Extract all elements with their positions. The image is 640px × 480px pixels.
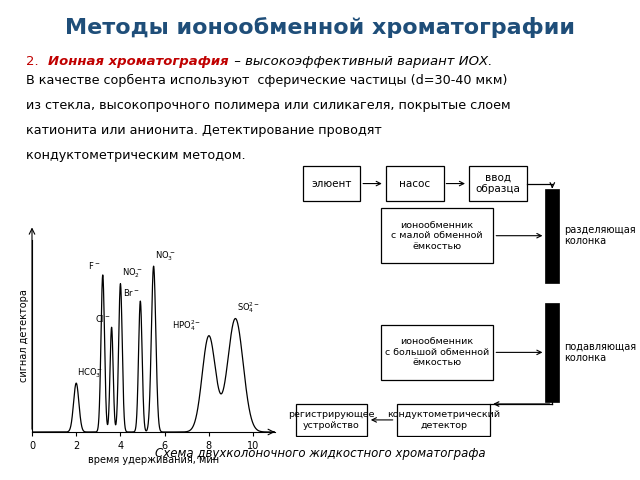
Bar [545, 189, 559, 283]
Text: подавляющая
колонка: подавляющая колонка [564, 342, 637, 363]
Bar [545, 303, 559, 402]
Text: F$^-$: F$^-$ [88, 261, 100, 271]
Text: насос: насос [399, 179, 430, 189]
Text: Br$^-$: Br$^-$ [122, 287, 140, 298]
Text: разделяющая
колонка: разделяющая колонка [564, 225, 636, 247]
Text: регистрирующее
устройство: регистрирующее устройство [288, 410, 375, 430]
Text: ионообменник
с малой обменной
ёмкостью: ионообменник с малой обменной ёмкостью [391, 221, 483, 251]
Text: элюент: элюент [311, 179, 352, 189]
FancyBboxPatch shape [397, 404, 490, 436]
Text: Методы ионообменной хроматографии: Методы ионообменной хроматографии [65, 17, 575, 38]
Text: Схема двухколоночного жидкостного хроматографа: Схема двухколоночного жидкостного хромат… [155, 447, 485, 460]
FancyBboxPatch shape [303, 166, 360, 201]
Text: Cl$^-$: Cl$^-$ [95, 313, 111, 324]
Text: NO$_3^-$: NO$_3^-$ [155, 249, 175, 263]
Text: HCO$_3^-$: HCO$_3^-$ [77, 366, 104, 380]
FancyBboxPatch shape [381, 325, 493, 380]
FancyBboxPatch shape [469, 166, 527, 201]
Text: SO$_4^{2-}$: SO$_4^{2-}$ [237, 300, 260, 315]
FancyBboxPatch shape [381, 208, 493, 263]
Text: ввод
образца: ввод образца [476, 173, 520, 194]
Y-axis label: сигнал детектора: сигнал детектора [19, 289, 29, 383]
X-axis label: время удерживания, мин: время удерживания, мин [88, 455, 219, 465]
Text: HPO$_4^{2-}$: HPO$_4^{2-}$ [172, 318, 201, 333]
FancyBboxPatch shape [296, 404, 367, 436]
Text: ионообменник
с большой обменной
ёмкостью: ионообменник с большой обменной ёмкостью [385, 337, 489, 367]
Text: кондуктометрическим методом.: кондуктометрическим методом. [26, 149, 245, 162]
Text: катионита или анионита. Детектирование проводят: катионита или анионита. Детектирование п… [26, 124, 381, 137]
Text: В качестве сорбента используют  сферические частицы (d=30-40 мкм): В качестве сорбента используют сферическ… [26, 74, 507, 87]
FancyBboxPatch shape [386, 166, 444, 201]
Text: Ионная хроматография: Ионная хроматография [48, 55, 228, 68]
Text: кондуктометрический
детектор: кондуктометрический детектор [387, 410, 500, 430]
Text: – высокоэффективный вариант ИОХ.: – высокоэффективный вариант ИОХ. [230, 55, 493, 68]
Text: из стекла, высокопрочного полимера или силикагеля, покрытые слоем: из стекла, высокопрочного полимера или с… [26, 99, 510, 112]
Text: 2.: 2. [26, 55, 38, 68]
Text: NO$_2^-$: NO$_2^-$ [122, 267, 142, 280]
